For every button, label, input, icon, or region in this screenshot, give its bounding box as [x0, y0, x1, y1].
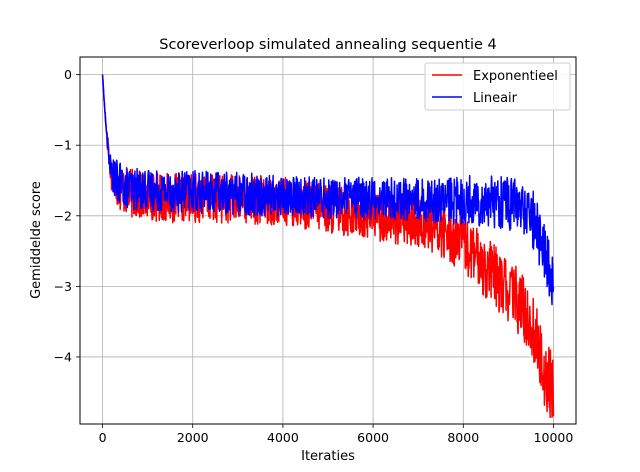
legend: Exponentieel Lineair — [424, 62, 571, 111]
chart-title: Scoreverloop simulated annealing sequent… — [159, 37, 496, 53]
legend-label-exponentieel: Exponentieel — [473, 69, 558, 84]
y-axis-label: Gemiddelde score — [29, 181, 44, 299]
x-axis-label: Iteraties — [301, 449, 355, 464]
x-tick-label: 0 — [99, 430, 107, 445]
y-tick-label: 0 — [64, 67, 72, 82]
y-tick-label: −2 — [54, 208, 72, 223]
axis-ticks: 0 2000 4000 6000 8000 10000 0 −1 −2 −3 −4 — [54, 67, 574, 445]
x-tick-label: 6000 — [357, 430, 389, 445]
plot-lines — [101, 74, 555, 419]
y-tick-label: −3 — [54, 279, 72, 294]
x-tick-label: 2000 — [177, 430, 209, 445]
plot-frame — [79, 56, 577, 425]
y-tick-label: −4 — [54, 349, 72, 364]
x-tick-label: 10000 — [534, 430, 574, 445]
series-line-lineair — [101, 74, 555, 306]
x-tick-label: 8000 — [447, 430, 479, 445]
legend-label-lineair: Lineair — [473, 91, 518, 106]
y-tick-label: −1 — [54, 138, 72, 153]
x-tick-label: 4000 — [267, 430, 299, 445]
